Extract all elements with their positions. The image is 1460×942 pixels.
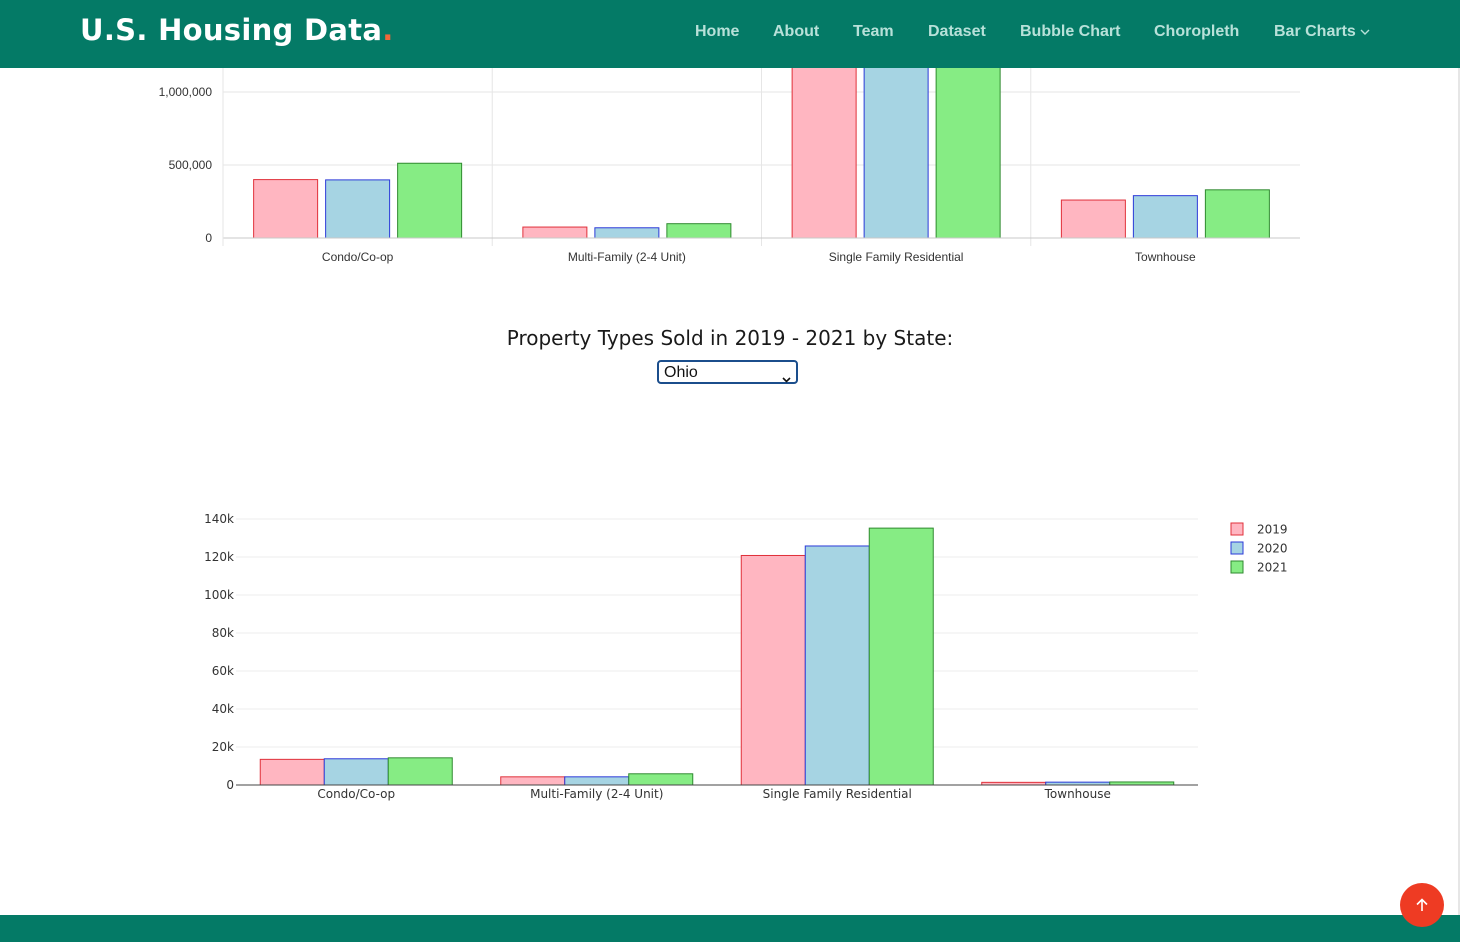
y-tick-label: 40k — [212, 702, 234, 716]
national-property-chart: 0 500,000 1,000,000 Condo/Co-op Multi-Family… — [0, 0, 1460, 300]
bar — [564, 776, 630, 786]
bar — [868, 527, 934, 786]
x-tick-label: Multi-Family (2-4 Unit) — [530, 787, 663, 801]
bar — [935, 62, 1001, 239]
bar — [387, 757, 453, 786]
scrollbar-track[interactable] — [1458, 68, 1460, 915]
bar — [740, 554, 806, 786]
bar — [522, 226, 588, 239]
bar — [1204, 189, 1270, 239]
bar — [1132, 195, 1198, 239]
state-select[interactable]: Ohio — [657, 360, 798, 384]
y-tick-label: 80k — [212, 626, 234, 640]
top-navbar: U.S. Housing Data. Home About Team Datas… — [0, 0, 1460, 68]
bar — [666, 223, 732, 239]
x-tick-label: Multi-Family (2-4 Unit) — [568, 250, 686, 264]
arrow-up-icon — [1416, 898, 1428, 911]
y-tick-label: 100k — [204, 588, 234, 602]
section-title: Property Types Sold in 2019 - 2021 by St… — [506, 326, 954, 350]
bar — [628, 773, 694, 786]
x-tick-label: Townhouse — [1135, 250, 1196, 264]
bar — [259, 758, 325, 786]
state-property-chart: 0 20k 40k 60k 80k 100k 120k 140k Condo/Co-op Mult… — [0, 480, 1460, 820]
bar — [323, 758, 389, 786]
bar — [253, 179, 319, 239]
national-property-chart-svg: 0 500,000 1,000,000 Condo/Co-op Multi-Family… — [159, 60, 1300, 264]
bar — [500, 776, 566, 786]
state-select-value: Ohio — [664, 364, 698, 381]
brand-dot: . — [382, 13, 394, 47]
bar — [594, 227, 660, 239]
y-tick-label: 0 — [205, 231, 212, 245]
nav-dataset[interactable]: Dataset — [928, 23, 986, 40]
chevron-down-icon — [782, 370, 791, 388]
legend-swatch — [1230, 541, 1244, 555]
nav-bubble-chart[interactable]: Bubble Chart — [1020, 23, 1121, 40]
bar — [791, 62, 857, 239]
nav-bar-charts-label: Bar Charts — [1274, 23, 1356, 41]
legend-label: 2021 — [1257, 561, 1288, 575]
nav-choropleth[interactable]: Choropleth — [1154, 23, 1240, 40]
nav-home[interactable]: Home — [695, 23, 740, 40]
legend-label: 2019 — [1257, 523, 1288, 537]
nav-bar-charts[interactable]: Bar Charts — [1274, 23, 1370, 41]
x-tick-label: Single Family Residential — [763, 787, 912, 801]
y-tick-label: 0 — [226, 778, 234, 792]
y-tick-label: 120k — [204, 550, 234, 564]
y-tick-label: 1,000,000 — [159, 85, 213, 99]
legend-label: 2020 — [1257, 542, 1288, 556]
state-property-chart-svg: 0 20k 40k 60k 80k 100k 120k 140k Condo/Co-op Mult… — [204, 512, 1288, 801]
y-tick-label: 20k — [212, 740, 234, 754]
bar — [325, 179, 391, 239]
bar — [863, 62, 929, 239]
nav-about[interactable]: About — [773, 23, 820, 40]
legend-swatch — [1230, 522, 1244, 536]
x-tick-label: Condo/Co-op — [322, 250, 394, 264]
scroll-to-top-button[interactable] — [1400, 883, 1444, 927]
chevron-down-icon — [1360, 23, 1370, 41]
y-tick-label: 140k — [204, 512, 234, 526]
bar — [804, 545, 870, 786]
brand-text: U.S. Housing Data — [80, 13, 383, 47]
bar — [1060, 199, 1126, 239]
y-tick-label: 500,000 — [169, 158, 213, 172]
site-brand[interactable]: U.S. Housing Data. — [80, 13, 394, 47]
footer — [0, 915, 1460, 942]
bar — [397, 162, 463, 239]
x-tick-label: Townhouse — [1044, 787, 1111, 801]
legend-swatch — [1230, 560, 1244, 574]
y-tick-label: 60k — [212, 664, 234, 678]
x-tick-label: Condo/Co-op — [317, 787, 395, 801]
nav-team[interactable]: Team — [853, 23, 894, 40]
x-tick-label: Single Family Residential — [829, 250, 964, 264]
